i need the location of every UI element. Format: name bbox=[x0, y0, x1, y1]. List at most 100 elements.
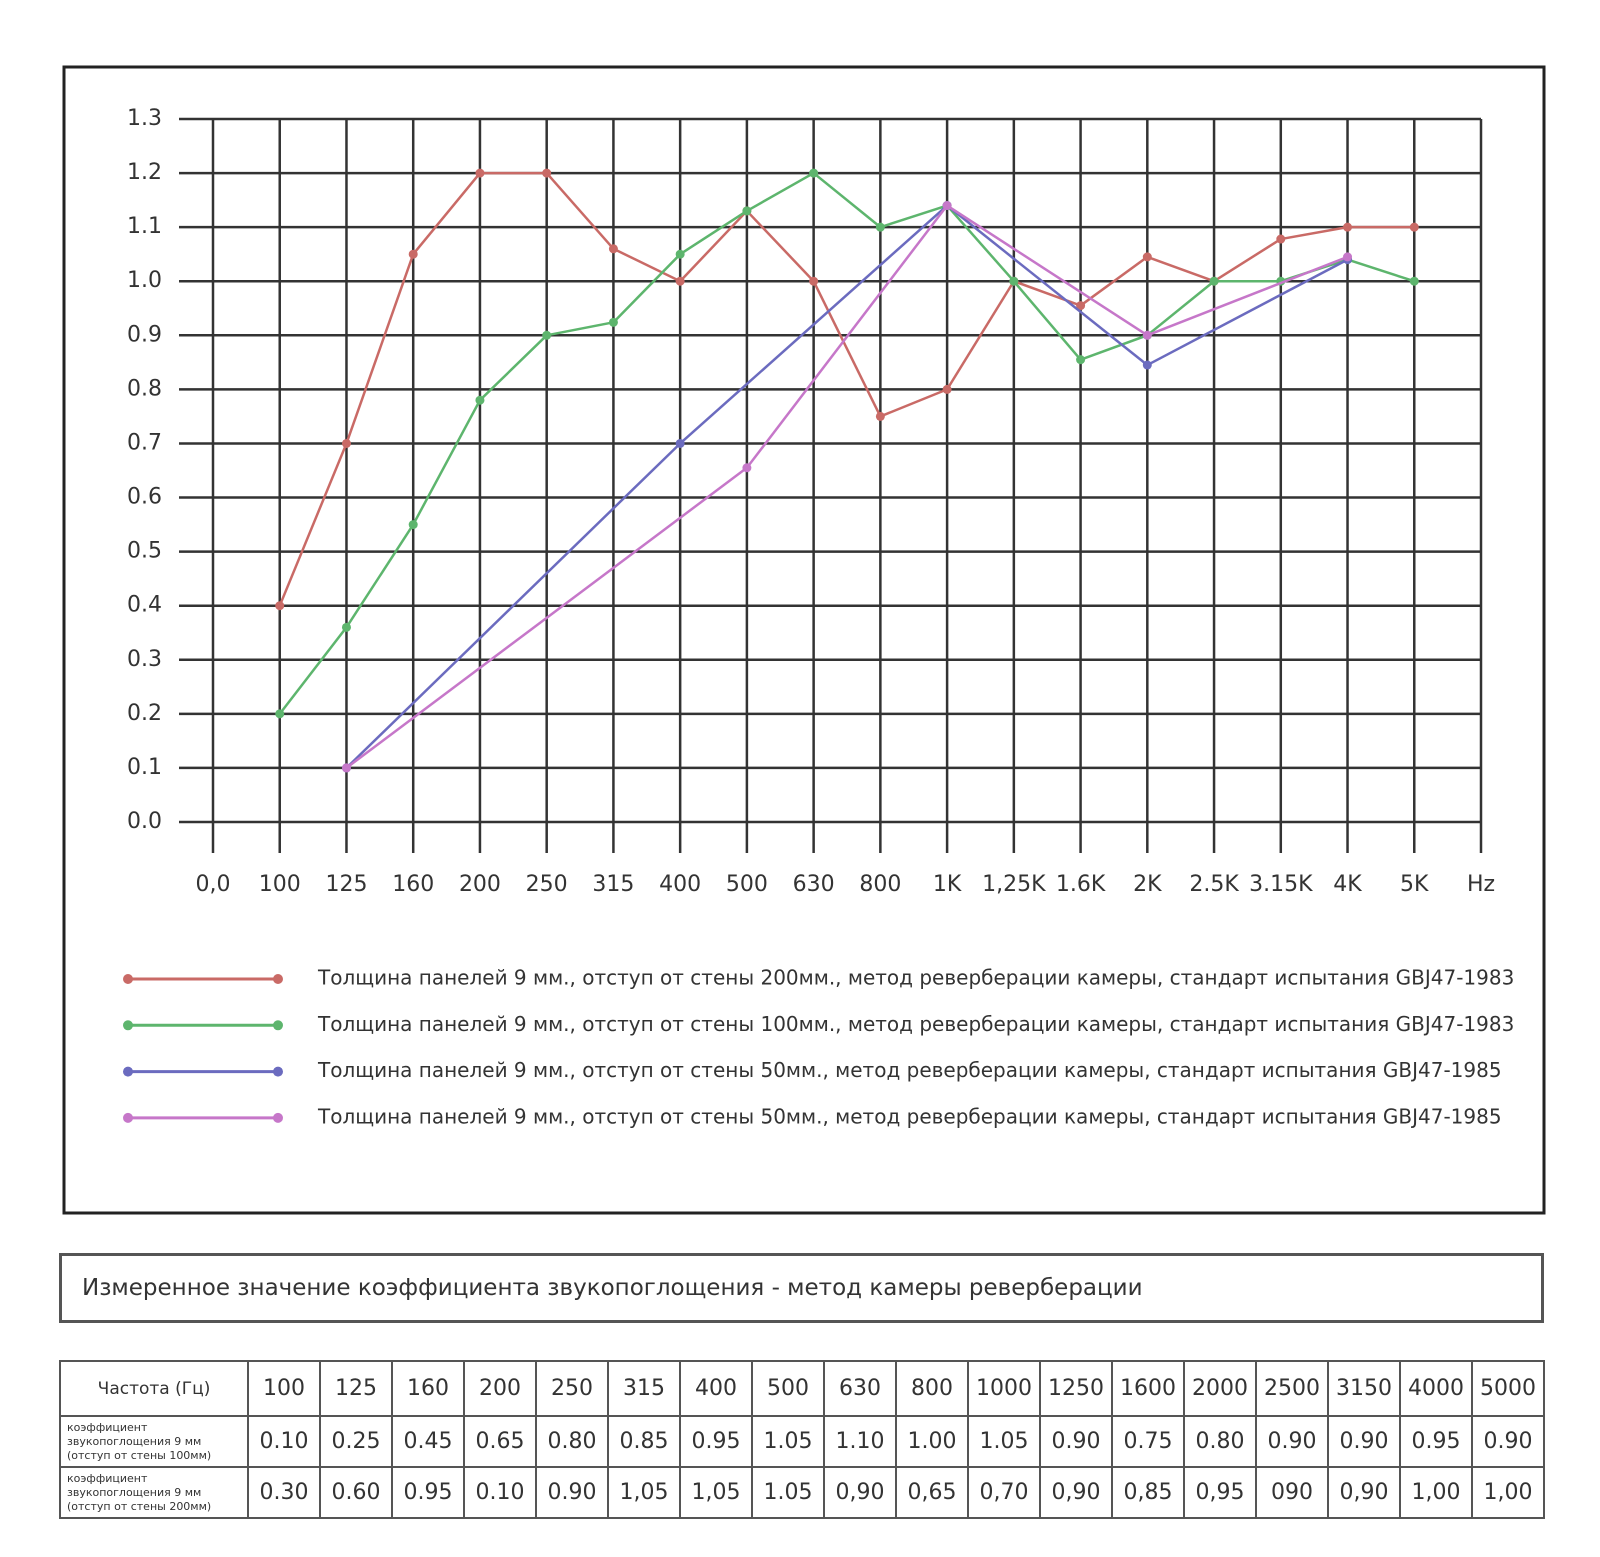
data-point bbox=[1409, 222, 1419, 232]
series-segment bbox=[1080, 334, 1148, 361]
table-cell: 1,05 bbox=[607, 1466, 681, 1519]
table-title-box: Измеренное значение коэффициента звукопо… bbox=[59, 1253, 1544, 1323]
series-segment bbox=[345, 442, 682, 769]
table-cell: 0,90 bbox=[1327, 1466, 1401, 1519]
x-tick-label: 160 bbox=[392, 872, 434, 897]
x-tick-label: 125 bbox=[325, 872, 367, 897]
table-title: Измеренное значение коэффициента звукопо… bbox=[82, 1275, 1143, 1301]
table-cell: 1250 bbox=[1039, 1360, 1113, 1417]
table-cell: 0.25 bbox=[319, 1415, 393, 1468]
data-point bbox=[1009, 276, 1019, 286]
table-cell: 160 bbox=[391, 1360, 465, 1417]
data-point bbox=[1343, 252, 1353, 262]
data-point bbox=[942, 384, 952, 394]
table-cell: 2500 bbox=[1255, 1360, 1329, 1417]
series-segment bbox=[278, 626, 348, 715]
series-segment bbox=[679, 210, 748, 283]
series-segment bbox=[345, 523, 415, 629]
series-segment bbox=[1079, 255, 1149, 307]
x-tick-label: 1K bbox=[933, 872, 962, 897]
data-point bbox=[475, 168, 485, 178]
data-point bbox=[1076, 355, 1086, 365]
data-point bbox=[875, 222, 885, 232]
table-cell: 0.90 bbox=[1327, 1415, 1401, 1468]
legend-label: Толщина панелей 9 мм., отступ от стены 5… bbox=[317, 1104, 1502, 1128]
table-cell: 1,05 bbox=[679, 1466, 753, 1519]
data-point bbox=[875, 411, 885, 421]
table-cell: 2000 bbox=[1183, 1360, 1257, 1417]
legend-dot bbox=[123, 1020, 133, 1031]
data-point bbox=[1276, 234, 1286, 244]
data-point bbox=[542, 168, 552, 178]
series-segment bbox=[1146, 255, 1215, 283]
data-point bbox=[408, 520, 418, 530]
table-cell: 1,00 bbox=[1399, 1466, 1473, 1519]
series-segment bbox=[679, 204, 948, 445]
series-segment bbox=[612, 253, 682, 324]
table-cell: 1.05 bbox=[967, 1415, 1041, 1468]
data-point bbox=[275, 601, 285, 611]
x-tick-label: 4K bbox=[1333, 872, 1362, 897]
table-cell: Частота (Гц) bbox=[59, 1360, 249, 1417]
table-cell: 0.75 bbox=[1111, 1415, 1185, 1468]
table-cell: 0,90 bbox=[1039, 1466, 1113, 1519]
y-tick-label: 0.8 bbox=[127, 376, 162, 401]
table-cell: 400 bbox=[679, 1360, 753, 1417]
data-point bbox=[809, 276, 819, 286]
x-tick-label: 400 bbox=[659, 872, 701, 897]
legend-dot bbox=[273, 974, 283, 984]
data-point bbox=[341, 438, 351, 448]
x-tick-label: 5K bbox=[1400, 872, 1429, 897]
data-point bbox=[675, 249, 685, 259]
y-tick-label: 0.4 bbox=[127, 593, 162, 618]
table-cell: 0,70 bbox=[967, 1466, 1041, 1519]
series-segment bbox=[412, 399, 482, 526]
table-row: коэффициент звукопоглощения 9 мм (отступ… bbox=[59, 1466, 1545, 1519]
table-cell: 0.30 bbox=[247, 1466, 321, 1519]
data-point bbox=[341, 622, 351, 632]
x-tick-label: 500 bbox=[726, 872, 768, 897]
chart-frame bbox=[62, 65, 1546, 1215]
data-point bbox=[1409, 276, 1419, 286]
table-cell: 200 bbox=[463, 1360, 537, 1417]
series-segment bbox=[412, 172, 481, 255]
x-tick-label: 315 bbox=[592, 872, 634, 897]
table-cell: 0.90 bbox=[535, 1466, 609, 1519]
data-point bbox=[1142, 252, 1152, 262]
table-cell: 0,85 bbox=[1111, 1466, 1185, 1519]
table-cell: 0.80 bbox=[535, 1415, 609, 1468]
table-cell: 0.95 bbox=[1399, 1415, 1473, 1468]
data-point bbox=[608, 317, 618, 327]
y-tick-label: 0.6 bbox=[127, 485, 162, 510]
table-cell: 500 bbox=[751, 1360, 825, 1417]
y-tick-label: 0.5 bbox=[127, 539, 162, 564]
legend-label: Толщина панелей 9 мм., отступ от стены 5… bbox=[317, 1058, 1502, 1082]
series-segment bbox=[1146, 280, 1215, 337]
table-cell: 0.90 bbox=[1039, 1415, 1113, 1468]
table-cell: коэффициент звукопоглощения 9 мм (отступ… bbox=[59, 1466, 249, 1519]
series-segment bbox=[812, 280, 882, 417]
y-tick-label: 1.2 bbox=[127, 160, 162, 185]
table-cell: 630 bbox=[823, 1360, 897, 1417]
table-cell: 4000 bbox=[1399, 1360, 1473, 1417]
x-tick-label: 2K bbox=[1133, 872, 1162, 897]
x-tick-label: 3.15K bbox=[1249, 872, 1313, 897]
table-cell: 0.95 bbox=[679, 1415, 753, 1468]
series-segment bbox=[746, 171, 815, 213]
series-segment bbox=[946, 280, 1015, 391]
table-row: коэффициент звукопоглощения 9 мм (отступ… bbox=[59, 1415, 1545, 1468]
data-point bbox=[742, 463, 752, 473]
legend-label: Толщина панелей 9 мм., отступ от стены 1… bbox=[317, 1012, 1514, 1036]
table-cell: 1,00 bbox=[1471, 1466, 1545, 1519]
x-tick-label: 250 bbox=[526, 872, 568, 897]
y-tick-label: 1.3 bbox=[127, 106, 162, 131]
data-point bbox=[675, 438, 685, 448]
table-cell: 0,65 bbox=[895, 1466, 969, 1519]
data-point bbox=[341, 763, 351, 773]
data-point bbox=[742, 206, 752, 216]
data-table: Частота (Гц) 100 125 160 200 250 315 400 500 630 8… bbox=[59, 1360, 1545, 1519]
data-point bbox=[1209, 276, 1219, 286]
table-cell: 1.10 bbox=[823, 1415, 897, 1468]
table-cell: 0.10 bbox=[247, 1415, 321, 1468]
